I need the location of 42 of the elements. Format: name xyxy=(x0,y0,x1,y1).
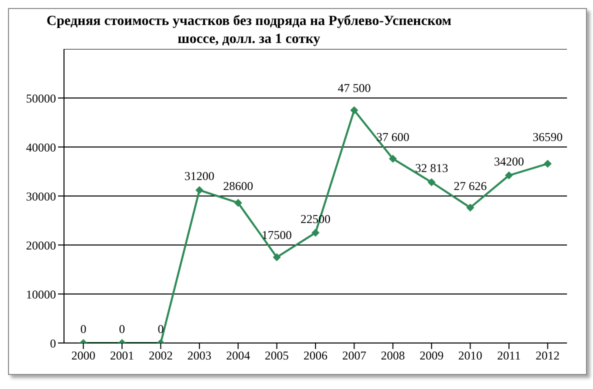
x-tick-label: 2003 xyxy=(187,348,212,363)
data-label: 27 626 xyxy=(454,179,487,193)
x-tick-label: 2011 xyxy=(497,348,521,363)
y-tick-label: 0 xyxy=(50,336,56,350)
data-label: 0 xyxy=(158,322,164,336)
x-tick-label: 2006 xyxy=(304,348,328,363)
point xyxy=(466,204,474,212)
chart-title: Средняя стоимость участков без подряда на Рублево-Успенском шоссе, долл. за 1 сотку xyxy=(46,13,452,49)
y-tick-label: 50000 xyxy=(26,91,56,106)
x-tick-label: 2001 xyxy=(110,348,134,363)
x-tick-label: 2012 xyxy=(536,348,560,363)
data-label: 0 xyxy=(119,322,126,336)
y-tick-label: 30000 xyxy=(26,189,56,204)
point xyxy=(234,198,242,207)
x-tick-label: 2008 xyxy=(380,348,405,363)
x-tick-label: 2000 xyxy=(71,348,96,363)
x-tick-label: 2009 xyxy=(420,348,444,363)
point xyxy=(272,253,281,262)
x-tick-label: 2004 xyxy=(226,348,250,363)
x-tick-label: 2005 xyxy=(264,348,289,363)
point xyxy=(195,186,204,194)
point xyxy=(544,160,552,168)
point xyxy=(350,106,358,114)
data-label: 32 813 xyxy=(415,161,448,176)
point xyxy=(312,228,320,237)
y-tick-label: 10000 xyxy=(26,287,56,302)
y-tick-label: 40000 xyxy=(26,140,56,154)
y-tick-label: 20000 xyxy=(26,238,56,252)
data-label: 36590 xyxy=(532,130,563,144)
x-tick-label: 2007 xyxy=(342,348,366,363)
data-label: 37 600 xyxy=(376,130,410,144)
data-label: 47 500 xyxy=(338,81,371,95)
data-label: 0 xyxy=(80,322,86,336)
point xyxy=(428,178,436,186)
x-tick-label: 2010 xyxy=(458,348,482,363)
x-tick-label: 2002 xyxy=(148,348,173,363)
data-label: 28600 xyxy=(223,179,254,193)
data-label: 17500 xyxy=(262,228,292,242)
point xyxy=(388,154,397,163)
point xyxy=(504,171,513,180)
data-label: 31200 xyxy=(184,169,214,184)
data-label: 34200 xyxy=(494,154,524,168)
